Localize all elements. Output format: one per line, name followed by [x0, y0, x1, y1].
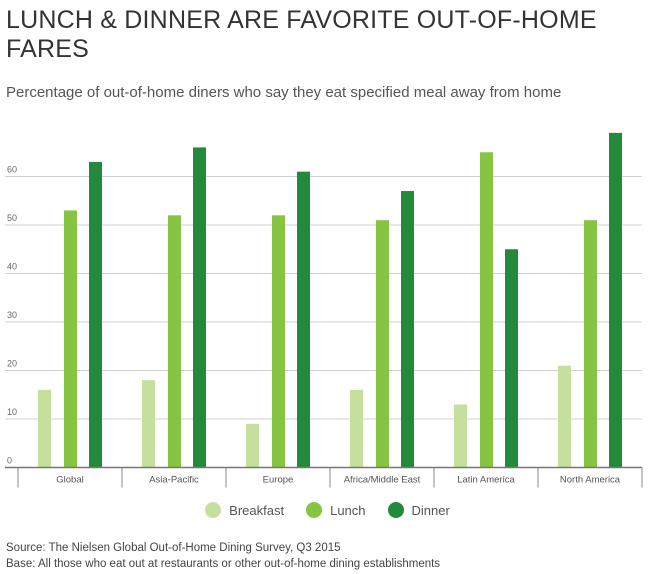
bar-dinner	[401, 191, 414, 468]
legend: Breakfast Lunch Dinner	[0, 502, 655, 518]
bar-breakfast	[38, 389, 51, 468]
y-tick-label: 10	[7, 407, 17, 417]
legend-swatch	[306, 502, 323, 518]
x-tick-label: Africa/Middle East	[344, 475, 421, 486]
x-tick-label: North America	[560, 475, 621, 486]
y-tick-label: 30	[7, 310, 17, 320]
chart-subtitle: Percentage of out-of-home diners who say…	[6, 84, 562, 101]
bar-lunch	[376, 220, 389, 468]
x-tick-label: Global	[56, 475, 83, 486]
legend-item: Breakfast	[205, 502, 284, 518]
base-note: Base: All those who eat out at restauran…	[6, 558, 441, 570]
bar-lunch	[168, 215, 181, 468]
bar-lunch	[584, 220, 597, 468]
x-tick-label: Europe	[263, 475, 294, 486]
bar-breakfast	[142, 380, 155, 468]
legend-swatch	[387, 502, 404, 518]
legend-label: Lunch	[330, 502, 366, 518]
x-tick-label: Asia-Pacific	[149, 475, 199, 486]
chart-title: LUNCH & DINNER ARE FAVORITE OUT-OF-HOME …	[6, 6, 597, 63]
bar-lunch	[272, 215, 285, 468]
bar-dinner	[193, 147, 206, 468]
y-tick-label: 60	[7, 165, 17, 175]
bar-breakfast	[350, 389, 363, 468]
y-tick-label: 0	[7, 456, 12, 466]
x-tick-label: Latin America	[457, 475, 515, 486]
legend-item: Lunch	[306, 502, 366, 518]
legend-item: Dinner	[387, 502, 450, 518]
bar-breakfast	[454, 404, 467, 468]
y-tick-label: 50	[7, 213, 17, 223]
bar-lunch	[64, 210, 77, 468]
legend-swatch	[205, 502, 222, 518]
source-note: Source: The Nielsen Global Out-of-Home D…	[6, 542, 341, 554]
bar-dinner	[609, 132, 622, 468]
bar-dinner	[505, 249, 518, 468]
legend-label: Breakfast	[229, 502, 285, 518]
bar-breakfast	[558, 365, 571, 468]
bar-dinner	[297, 171, 310, 468]
bar-breakfast	[246, 423, 259, 468]
legend-label: Dinner	[411, 502, 450, 518]
y-tick-label: 40	[7, 262, 17, 272]
bar-lunch	[480, 152, 493, 468]
y-tick-label: 20	[7, 359, 17, 369]
bar-chart: 0 10 20 30 40 50 60 Global Asia-Pacific Europe Afr…	[5, 132, 643, 488]
bar-dinner	[89, 161, 102, 468]
